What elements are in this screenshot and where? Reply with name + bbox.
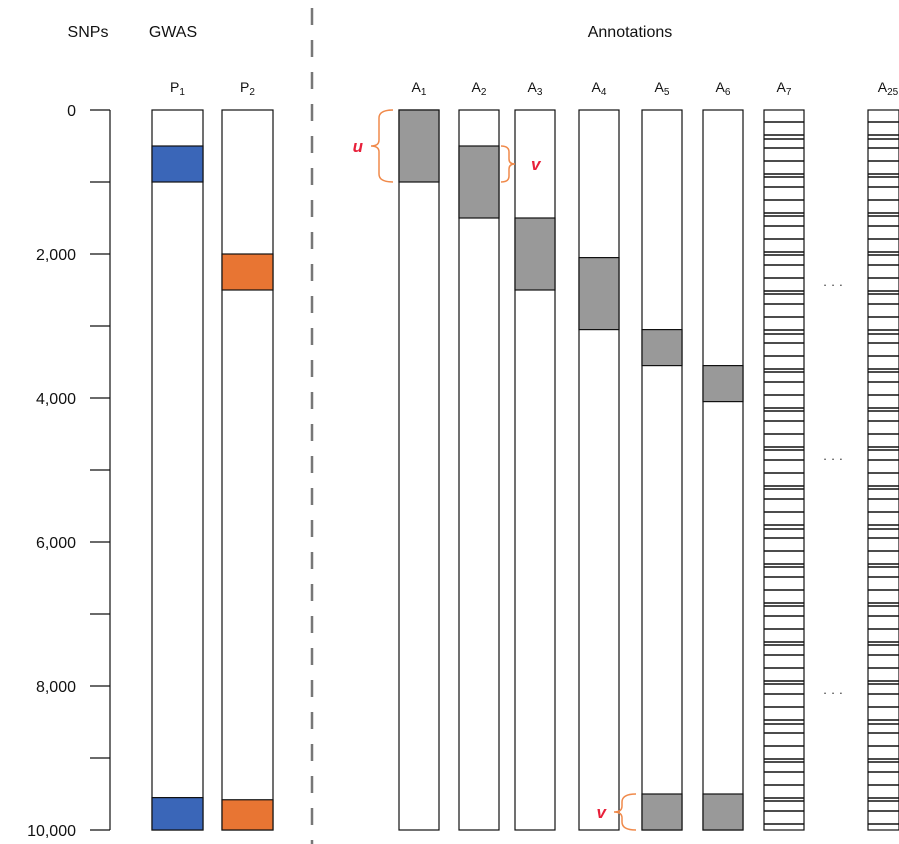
bracket-label: u (353, 137, 364, 156)
brackets: u v v (353, 109, 637, 831)
gwas-signal-block (221, 253, 274, 291)
annotation-block (641, 329, 683, 367)
axis-tick-label: 4,000 (36, 391, 76, 408)
column-bar (398, 109, 440, 831)
column-bar (458, 109, 500, 831)
column-bar (702, 109, 744, 831)
annotation-block (458, 145, 500, 219)
bracket-label: v (531, 155, 542, 174)
bracket-v-a2: v (500, 145, 542, 183)
gwas-header: GWAS (149, 24, 197, 41)
axis-tick-label: 6,000 (36, 535, 76, 552)
bracket-curve (370, 109, 394, 183)
annotation-column-a6: A6 (702, 79, 744, 831)
annotation-column-a2: A2 (458, 79, 500, 831)
snp-axis: 0 2,000 4,000 6,000 8,000 10,000 (27, 103, 111, 840)
bracket-v-a5: v (597, 793, 637, 831)
bracket-curve (613, 793, 637, 831)
column-label: A1 (412, 79, 427, 98)
annotation-columns: A1 A2 A3 A4 A5 A6 A7 A25 (398, 79, 899, 831)
column-label: A3 (528, 79, 543, 98)
gwas-column-p1: P1 (151, 79, 204, 831)
annotation-column-a25: A25 (867, 79, 899, 831)
column-label: A7 (777, 79, 792, 98)
annotation-block (578, 257, 620, 331)
column-label: A5 (655, 79, 670, 98)
annotation-block (514, 217, 556, 291)
axis-tick-label: 8,000 (36, 679, 76, 696)
column-label: A2 (472, 79, 487, 98)
annotations-header: Annotations (588, 24, 673, 41)
snps-header: SNPs (68, 24, 109, 41)
column-bar (641, 109, 683, 831)
bracket-u-a1: u (353, 109, 394, 183)
gwas-signal-block (221, 799, 274, 831)
column-label: A4 (592, 79, 607, 98)
bracket-curve (500, 145, 516, 183)
column-bar (867, 109, 899, 831)
ellipsis-bottom: · · · (823, 685, 843, 700)
column-bar (221, 109, 274, 831)
ellipsis-middle: · · · (823, 451, 843, 466)
column-label: A6 (716, 79, 731, 98)
gwas-signal-block (151, 145, 204, 183)
column-bar (578, 109, 620, 831)
column-label: P1 (170, 79, 185, 98)
column-label: A25 (878, 79, 899, 98)
gwas-column-p2: P2 (221, 79, 274, 831)
annotation-column-a1: A1 (398, 79, 440, 831)
column-label: P2 (240, 79, 255, 98)
axis-tick-label: 2,000 (36, 247, 76, 264)
axis-tick-label: 10,000 (27, 823, 76, 840)
ellipsis-top: · · · (823, 277, 843, 292)
annotation-column-a3: A3 (514, 79, 556, 831)
gwas-columns: P1 P2 (151, 79, 274, 831)
gwas-signal-block (151, 796, 204, 831)
annotation-block (702, 365, 744, 403)
bracket-label: v (597, 803, 608, 822)
annotation-column-a5: A5 (641, 79, 683, 831)
column-bar (151, 109, 204, 831)
axis-tick-label: 0 (67, 103, 76, 120)
annotation-column-a4: A4 (578, 79, 620, 831)
annotation-block (398, 109, 440, 183)
column-bar (763, 109, 805, 831)
annotation-column-a7: A7 (763, 79, 805, 831)
annotation-block (641, 793, 683, 831)
annotation-block (702, 793, 744, 831)
